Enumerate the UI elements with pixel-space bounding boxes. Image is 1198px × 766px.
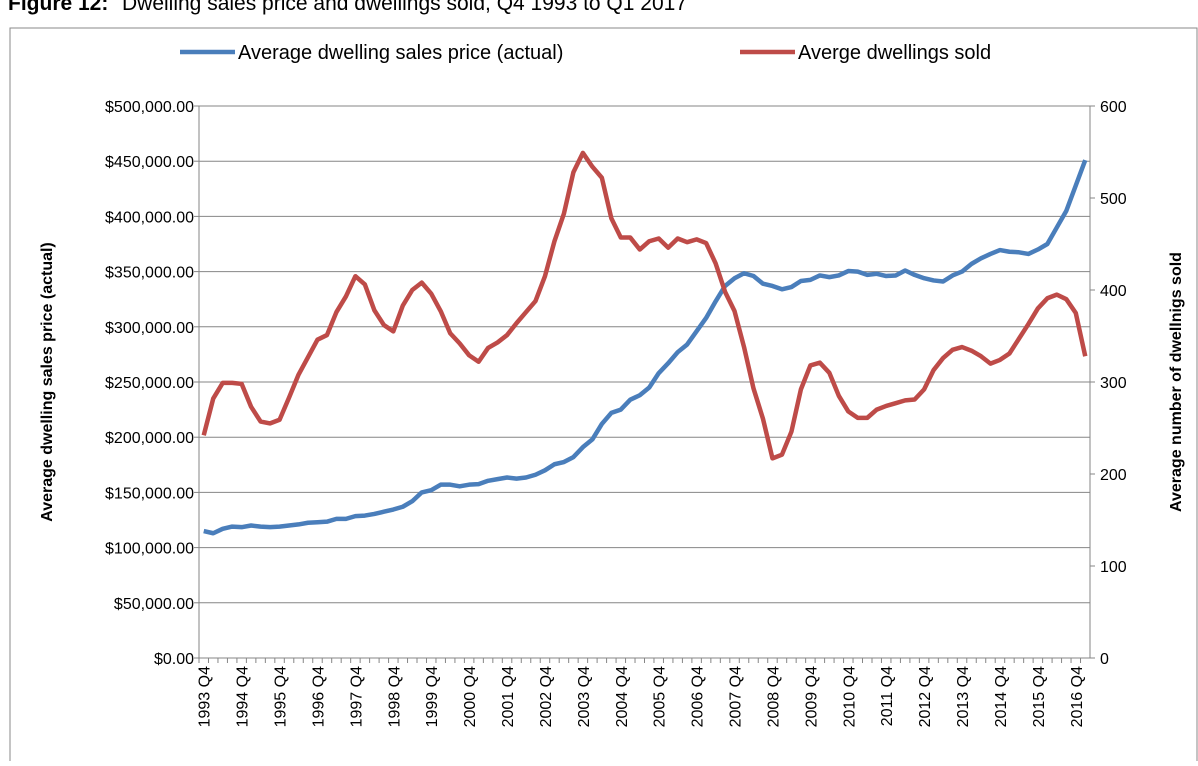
y-tick-label: $400,000.00 [105,209,194,226]
x-tick-label: 2012 Q4 [917,666,934,727]
y2-tick-label: 300 [1100,375,1127,392]
y-tick-label: $250,000.00 [105,375,194,392]
x-tick-label: 1996 Q4 [310,666,327,727]
chart-frame [9,27,1198,766]
x-tick-label: 2002 Q4 [538,666,555,727]
x-tick-label: 2005 Q4 [652,666,669,727]
y2-axis-title: Average number of dwellnigs sold [1168,252,1185,512]
chart-title: Dwelling sales price and dwellings sold,… [122,0,687,15]
y-tick-label: $100,000.00 [105,541,194,558]
y2-tick-label: 400 [1100,283,1127,300]
y-tick-label: $50,000.00 [114,596,194,613]
y-tick-label: $350,000.00 [105,265,194,282]
y2-tick-label: 500 [1100,191,1127,208]
x-tick-label: 2010 Q4 [841,666,858,727]
y2-tick-label: 200 [1100,467,1127,484]
x-tick-label: 2004 Q4 [614,666,631,727]
x-tick-label: 2006 Q4 [690,666,707,727]
x-tick-label: 2014 Q4 [993,666,1010,727]
y-tick-label: $150,000.00 [105,485,194,502]
x-tick-label: 1997 Q4 [348,666,365,727]
x-tick-label: 2007 Q4 [728,666,745,727]
y2-tick-label: 600 [1100,99,1127,116]
line-series [201,150,1088,461]
x-tick-label: 2011 Q4 [879,666,896,726]
x-tick-label: 2008 Q4 [765,666,782,727]
y-tick-label: $0.00 [154,651,194,668]
x-tick-label: 2013 Q4 [955,666,972,727]
x-tick-label: 1995 Q4 [273,666,290,727]
x-tick-label: 2001 Q4 [500,666,517,727]
y-tick-label: $450,000.00 [105,154,194,171]
x-tick-label: 1994 Q4 [235,666,252,727]
x-tick-label: 2009 Q4 [803,666,820,727]
x-tick-label: 2000 Q4 [462,666,479,727]
x-tick-label: 1993 Q4 [197,666,214,727]
legend-label: Averge dwellings sold [798,42,991,64]
figure-label: Figure 12: [8,0,108,15]
y2-tick-label: 0 [1100,651,1109,668]
x-tick-label: 1998 Q4 [386,666,403,727]
x-tick-label: 2015 Q4 [1031,666,1048,727]
y-tick-label: $500,000.00 [105,99,194,116]
line-series [203,159,1088,536]
y-tick-label: $300,000.00 [105,320,194,337]
x-tick-label: 2003 Q4 [576,666,593,727]
legend-label: Average dwelling sales price (actual) [238,42,563,64]
x-tick-label: 2016 Q4 [1069,666,1086,727]
y-axis-title: Average dwelling sales price (actual) [39,242,56,522]
y-tick-label: $200,000.00 [105,430,194,447]
y2-tick-label: 100 [1100,559,1127,576]
x-tick-label: 1999 Q4 [424,666,441,727]
